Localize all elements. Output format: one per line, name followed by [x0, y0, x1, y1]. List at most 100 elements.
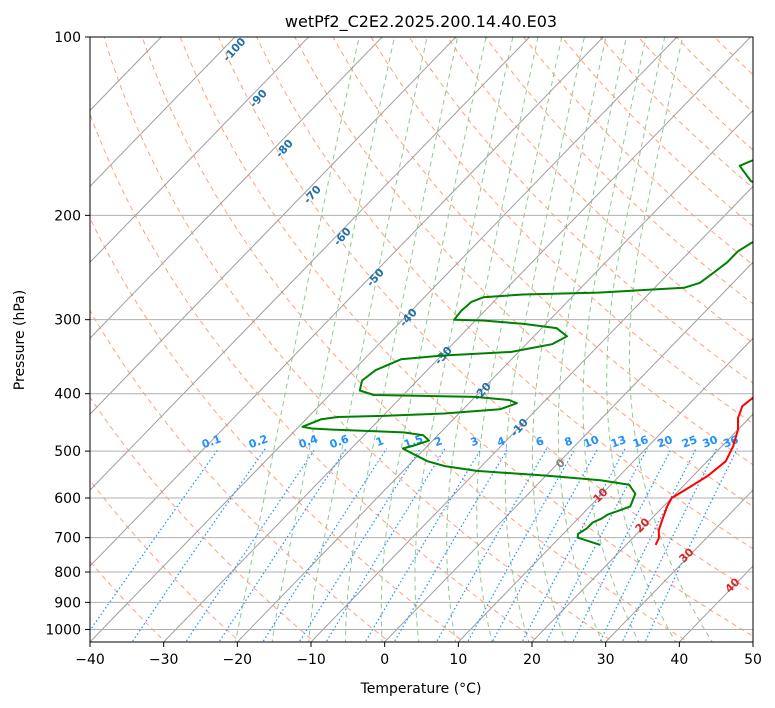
mixing-ratio-label: 30 [701, 433, 720, 451]
mixing-ratio-line [298, 448, 421, 642]
mixing-ratio-label: 25 [680, 433, 699, 450]
moist-adiabat-line [531, 37, 607, 642]
mixing-ratio-label: 0.6 [328, 432, 351, 451]
moist-adiabat-label: 30 [677, 545, 697, 565]
line-labels: 0.1 0.2 0.4 0.6 1 1.5 2 3 4 6 8 10 13 16 20 25 30 36-100-… [200, 35, 743, 596]
mixing-ratio-label: 2 [432, 434, 444, 449]
mixing-ratio-label: 6 [534, 434, 546, 449]
isotherm-line [752, 641, 753, 642]
isotherm-line [383, 261, 753, 642]
isotherm-line [531, 413, 753, 642]
isotherm-line [90, 37, 457, 415]
mixing-ratio-line [325, 448, 446, 642]
x-tick-label: 40 [670, 652, 688, 668]
dry-adiabat-line [90, 112, 540, 642]
isotherm-line [162, 37, 752, 642]
moist-adiabat-line [308, 37, 428, 642]
dry-adiabat-line [332, 37, 753, 466]
x-tick-label: 20 [523, 652, 541, 668]
mixing-ratio-line [218, 448, 347, 642]
dry-adiabat-label: -70 [301, 183, 324, 207]
dry-adiabat-line [446, 37, 753, 344]
moist-adiabat-line [476, 37, 563, 642]
moist-adiabat-line [504, 37, 585, 642]
moist-adiabat-line [234, 37, 360, 642]
dry-adiabat-line [713, 37, 753, 76]
x-tick-label: −10 [296, 652, 326, 668]
dry-adiabat-line [90, 479, 241, 642]
mixing-ratio-label: 36 [721, 433, 740, 451]
y-tick-label: 500 [54, 444, 81, 460]
dry-adiabat-line [408, 37, 753, 384]
mixing-ratio-label: 8 [563, 434, 575, 449]
x-tick-label: −20 [223, 652, 253, 668]
moist-adiabat-line [414, 37, 514, 642]
isotherm-line [310, 185, 753, 642]
mixing-ratio-line [262, 448, 388, 642]
x-axis-label: Temperature (°C) [360, 681, 482, 697]
mixing-ratio-line [466, 448, 576, 642]
moist-adiabat-line [271, 37, 395, 642]
isotherm-line [90, 37, 531, 491]
y-tick-label: 200 [54, 208, 81, 224]
dry-adiabat-line [256, 37, 753, 550]
y-tick-label: 1000 [45, 622, 81, 638]
mixing-ratio-label: 13 [609, 433, 628, 450]
dry-adiabat-label: -50 [364, 266, 387, 290]
dry-adiabat-line [90, 309, 391, 642]
dry-adiabat-line [179, 37, 753, 637]
x-tick-label: 30 [597, 652, 615, 668]
y-axis-label: Pressure (hPa) [12, 290, 28, 390]
moist-adiabat-line [628, 37, 713, 642]
y-tick-label: 600 [54, 491, 81, 507]
isotherm-line [90, 37, 310, 263]
y-tick-label: 700 [54, 531, 81, 547]
dry-adiabat-line [217, 37, 753, 593]
temperature-profile-line [654, 396, 753, 546]
dry-adiabat-label: -80 [273, 137, 296, 161]
mixing-ratio-line [621, 448, 718, 642]
dry-adiabat-label: -40 [397, 306, 420, 330]
x-tick-label: 0 [380, 652, 389, 668]
isotherm-line [90, 37, 383, 339]
x-tick-label: 50 [744, 652, 762, 668]
mixing-ratio-line [393, 448, 509, 642]
plot-frame [89, 36, 754, 643]
isotherm-line [236, 109, 753, 642]
background-lines [90, 37, 753, 642]
profile-lines [301, 159, 753, 546]
dry-adiabat-line [751, 37, 753, 38]
dry-adiabat-line [523, 37, 753, 266]
y-tick-label: 400 [54, 387, 81, 403]
isotherm-line [604, 489, 753, 642]
dry-adiabat-line [90, 216, 465, 642]
mixing-ratio-label: 16 [631, 433, 650, 451]
moist-adiabat-line [446, 37, 539, 642]
mixing-ratio-label: 0.2 [247, 432, 270, 451]
dry-adiabat-label: -90 [247, 87, 270, 111]
moist-adiabat-line [345, 37, 459, 642]
axis-ticks: −40 −30 −20 −10 0 10 20 30 40 5010020030040050060… [45, 30, 762, 668]
mixing-ratio-line [185, 448, 316, 642]
mixing-ratio-label: 4 [495, 434, 507, 449]
dry-adiabat-line [370, 37, 753, 425]
mixing-ratio-label: 3 [469, 434, 481, 449]
dry-adiabat-label: -100 [220, 35, 248, 64]
mixing-ratio-line [364, 448, 482, 642]
dry-adiabat-label: -20 [471, 380, 494, 404]
x-tick-label: −30 [149, 652, 179, 668]
isotherm-line [90, 37, 678, 642]
y-tick-label: 800 [54, 565, 81, 581]
mixing-ratio-line [572, 448, 673, 642]
mixing-ratio-label: 1 [374, 434, 386, 449]
moist-adiabat-label: 40 [723, 575, 743, 595]
y-tick-label: 100 [54, 30, 81, 46]
mixing-ratio-label: 20 [655, 433, 674, 451]
y-tick-label: 900 [54, 595, 81, 611]
mixing-ratio-label: 0.1 [200, 432, 223, 451]
moist-adiabat-line [606, 37, 677, 642]
x-tick-label: 10 [449, 652, 467, 668]
x-tick-label: −40 [75, 652, 105, 668]
mixing-ratio-label: 0.4 [297, 432, 320, 451]
